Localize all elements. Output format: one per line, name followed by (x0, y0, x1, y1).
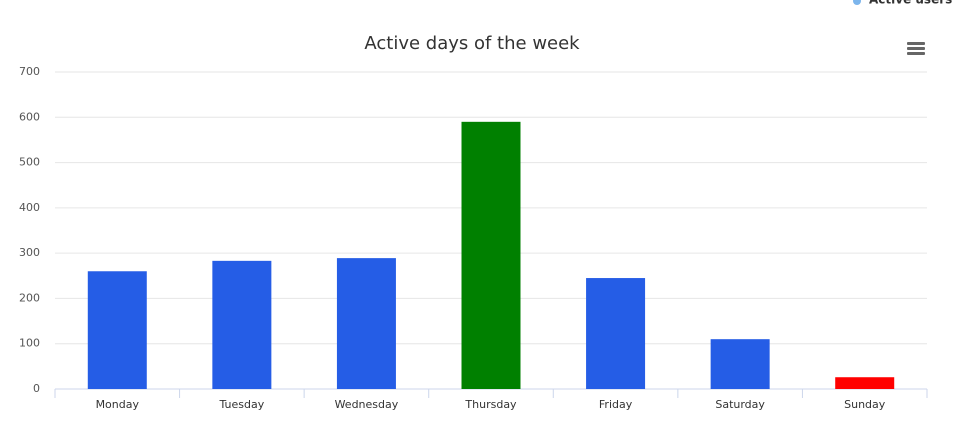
bar (87, 271, 147, 389)
y-tick-label: 300 (19, 246, 40, 259)
y-tick-label: 0 (33, 382, 40, 395)
legend-marker (853, 0, 861, 5)
y-tick-label: 700 (19, 65, 40, 78)
y-tick-label: 600 (19, 110, 40, 123)
bar (586, 278, 646, 389)
bar (336, 258, 396, 389)
y-tick-label: 500 (19, 156, 40, 169)
y-tick-label: 400 (19, 201, 40, 214)
x-tick-label: Tuesday (218, 398, 264, 411)
menu-bar (907, 52, 925, 55)
menu-bar (907, 42, 925, 45)
bar (212, 260, 272, 389)
chart-title: Active days of the week (364, 33, 580, 54)
menu-bar (907, 47, 925, 50)
x-tick-label: Friday (599, 398, 633, 411)
legend-label: Active users (869, 0, 952, 7)
y-tick-label: 100 (19, 337, 40, 350)
x-tick-label: Saturday (715, 398, 765, 411)
bar (461, 121, 521, 390)
bar (835, 377, 895, 389)
x-tick-label: Thursday (464, 398, 517, 411)
x-tick-label: Wednesday (335, 398, 399, 411)
bar (710, 339, 770, 389)
y-tick-label: 200 (19, 291, 40, 304)
x-tick-label: Sunday (844, 398, 886, 411)
x-tick-label: Monday (96, 398, 140, 411)
menu-button[interactable] (907, 42, 925, 55)
